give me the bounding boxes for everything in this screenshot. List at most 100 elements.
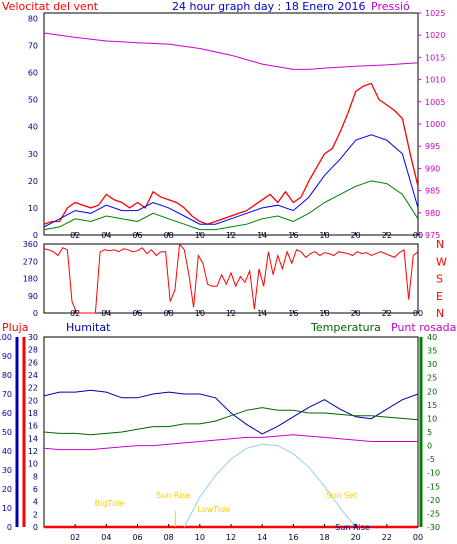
compass-label: E [436, 290, 443, 303]
humidity-y-tick-label: 60 [2, 409, 12, 418]
bottom-x-tick-label: 00 [413, 533, 423, 542]
pressure-y-tick-label: 1025 [425, 9, 445, 18]
bottom-x-tick-label: 18 [319, 533, 329, 542]
wind-series-line-1 [43, 134, 419, 228]
bottom-x-tick-label: 14 [257, 533, 267, 542]
pressure-y-tick-label: 995 [425, 142, 440, 151]
humidity-y-tick-label: 80 [2, 371, 12, 380]
tide-sun-annotation: Sun Rise [335, 523, 370, 532]
temperature-y-tick-label: -10 [427, 469, 440, 478]
pressure-y-tick-label: 990 [425, 164, 440, 173]
temperature-label: Temperatura [310, 321, 381, 334]
temperature-y-tick-label: 30 [427, 360, 437, 369]
direction-x-tick-label: 22 [382, 309, 392, 318]
direction-x-tick-label: 04 [101, 309, 111, 318]
wind-x-tick-label: 04 [101, 231, 111, 240]
wind-x-tick-label: 22 [382, 231, 392, 240]
rain-y-tick-label: 12 [28, 447, 38, 456]
direction-series-line [43, 242, 419, 314]
wind-speed-label: Velocitat del vent [2, 0, 99, 13]
wind-y-tick-label: 70 [28, 41, 38, 50]
wind-y-tick-label: 30 [28, 150, 38, 159]
pressure-y-tick-label: 1000 [425, 120, 445, 129]
wind-pressure-plot-area [43, 12, 419, 236]
rain-y-tick-label: 8 [33, 472, 38, 481]
pressure-y-tick-label: 975 [425, 231, 440, 240]
rain-y-tick-label: 6 [33, 485, 38, 494]
humidity-y-tick-label: 10 [2, 504, 12, 513]
humidity-y-tick-label: 30 [2, 466, 12, 475]
wind-x-tick-label: 00 [413, 231, 423, 240]
tide-sun-annotation: LowTide [198, 505, 231, 514]
rain-y-tick-label: 14 [28, 434, 38, 443]
wind-pressure-chart: 0102030405060708097598098599099510001005… [28, 9, 446, 240]
temperature-y-tick-label: 15 [427, 401, 437, 410]
temperature-y-tick-label: 25 [427, 374, 437, 383]
wind-series-line-2 [43, 180, 419, 231]
humidity-y-tick-label: 100 [0, 333, 12, 342]
rain-y-tick-label: 10 [28, 460, 38, 469]
sun-elevation-line [183, 443, 357, 528]
direction-x-tick-label: 12 [226, 309, 236, 318]
temperature-y-tick-label: 20 [427, 387, 437, 396]
wind-y-tick-label: 10 [28, 204, 38, 213]
rain-y-tick-label: 24 [28, 371, 38, 380]
rain-y-tick-label: 16 [28, 422, 38, 431]
temperature-y-tick-label: 5 [427, 428, 432, 437]
rain-y-tick-label: 30 [28, 333, 38, 342]
tide-sun-annotation: Sun Rise [156, 491, 191, 500]
rain-y-tick-label: 0 [33, 523, 38, 532]
pressure-y-tick-label: 1015 [425, 53, 445, 62]
rain-y-tick-label: 28 [28, 346, 38, 355]
bottom-x-tick-label: 22 [382, 533, 392, 542]
temperature-y-tick-label: 40 [427, 333, 437, 342]
humidity-label: Humitat [66, 321, 111, 334]
rain-y-tick-label: 4 [33, 498, 38, 507]
wind-series-line-0 [43, 82, 419, 225]
rain-y-tick-label: 20 [28, 396, 38, 405]
bottom-x-tick-label: 02 [70, 533, 80, 542]
wind-x-tick-label: 14 [257, 231, 267, 240]
pressure-y-tick-label: 980 [425, 209, 440, 218]
humidity-y-tick-label: 20 [2, 485, 12, 494]
direction-x-tick-label: 02 [70, 309, 80, 318]
wind-x-tick-label: 06 [132, 231, 142, 240]
direction-y-tick-label: 180 [23, 275, 38, 284]
humidity-y-tick-label: 50 [2, 428, 12, 437]
wind-y-tick-label: 50 [28, 96, 38, 105]
bottom-x-tick-label: 12 [226, 533, 236, 542]
temperature-y-tick-label: 0 [427, 442, 432, 451]
pressure-y-tick-label: 1005 [425, 98, 445, 107]
temperature-series-line [43, 407, 419, 436]
wind-x-tick-label: 12 [226, 231, 236, 240]
graph-title: 24 hour graph day : 18 Enero 2016 [172, 0, 366, 13]
temperature-y-tick-label: -30 [427, 523, 440, 532]
direction-x-tick-label: 20 [351, 309, 361, 318]
temperature-y-tick-label: 10 [427, 414, 437, 423]
bottom-x-tick-label: 16 [288, 533, 298, 542]
pressure-y-tick-label: 1020 [425, 31, 445, 40]
compass-label: N [436, 307, 444, 320]
bottom-x-tick-label: 08 [164, 533, 174, 542]
humidity-y-tick-label: 40 [2, 447, 12, 456]
wind-direction-plot-area [43, 243, 419, 314]
direction-x-tick-label: 08 [164, 309, 174, 318]
rain-label: Pluja [2, 321, 28, 334]
wind-y-tick-label: 40 [28, 123, 38, 132]
rain-y-tick-label: 22 [28, 384, 38, 393]
direction-x-tick-label: 00 [413, 309, 423, 318]
temperature-y-tick-label: -25 [427, 509, 440, 518]
wind-x-tick-label: 02 [70, 231, 80, 240]
rain-y-tick-label: 18 [28, 409, 38, 418]
direction-y-tick-label: 90 [28, 292, 38, 301]
temperature-y-tick-label: -20 [427, 496, 440, 505]
wind-x-tick-label: 20 [351, 231, 361, 240]
pressure-series-line [43, 32, 419, 70]
direction-y-tick-label: 0 [33, 309, 38, 318]
temperature-y-tick-label: -15 [427, 482, 440, 491]
wind-y-tick-label: 80 [28, 14, 38, 23]
compass-label: W [436, 255, 447, 268]
humidity-temperature-plot-area [43, 336, 419, 528]
tide-sun-annotation: BigTide [95, 499, 125, 508]
